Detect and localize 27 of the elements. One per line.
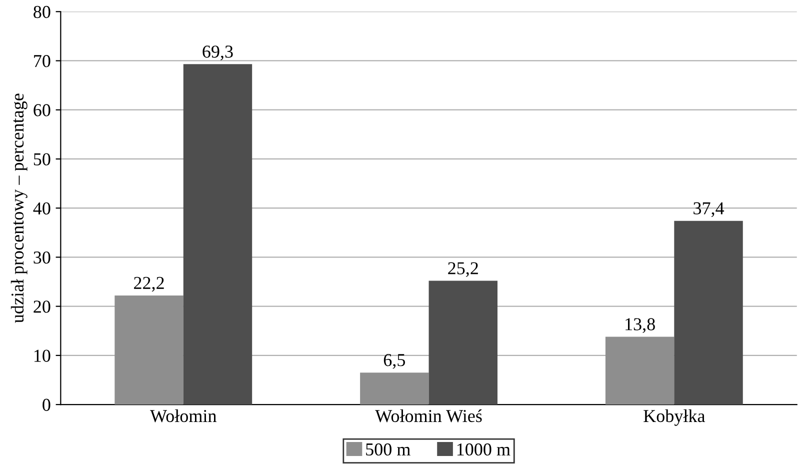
y-tick-label: 60 (34, 104, 50, 116)
bar (183, 64, 252, 405)
legend-label: 500 m (366, 443, 410, 456)
bar (428, 280, 498, 405)
y-axis-title: udział procentowy – percentage (10, 94, 28, 323)
bar (360, 372, 429, 405)
bar (114, 296, 184, 405)
bar (674, 220, 743, 405)
data-label: 25,2 (448, 262, 478, 277)
y-tick-label: 30 (34, 251, 50, 264)
data-label: 37,4 (694, 202, 724, 218)
y-tick-label: 80 (34, 6, 50, 18)
data-label: 69,3 (202, 46, 233, 60)
legend-label: 1000 m (457, 443, 510, 456)
x-tick-label: Kobyłka (644, 409, 706, 426)
x-tick-label: Wołomin Wieś (375, 409, 482, 422)
data-label: 13,8 (626, 318, 655, 333)
bar (605, 336, 674, 405)
y-tick-label: 70 (34, 55, 50, 68)
y-tick-label: 20 (34, 300, 50, 313)
y-tick-label: 50 (34, 153, 50, 166)
data-label: 22,2 (134, 276, 164, 292)
x-tick-label: Wołomin (150, 409, 216, 422)
y-tick-label: 10 (34, 350, 50, 362)
y-tick-label: 0 (42, 398, 50, 411)
y-tick-label: 40 (33, 202, 50, 215)
data-label: 6,5 (384, 354, 405, 369)
